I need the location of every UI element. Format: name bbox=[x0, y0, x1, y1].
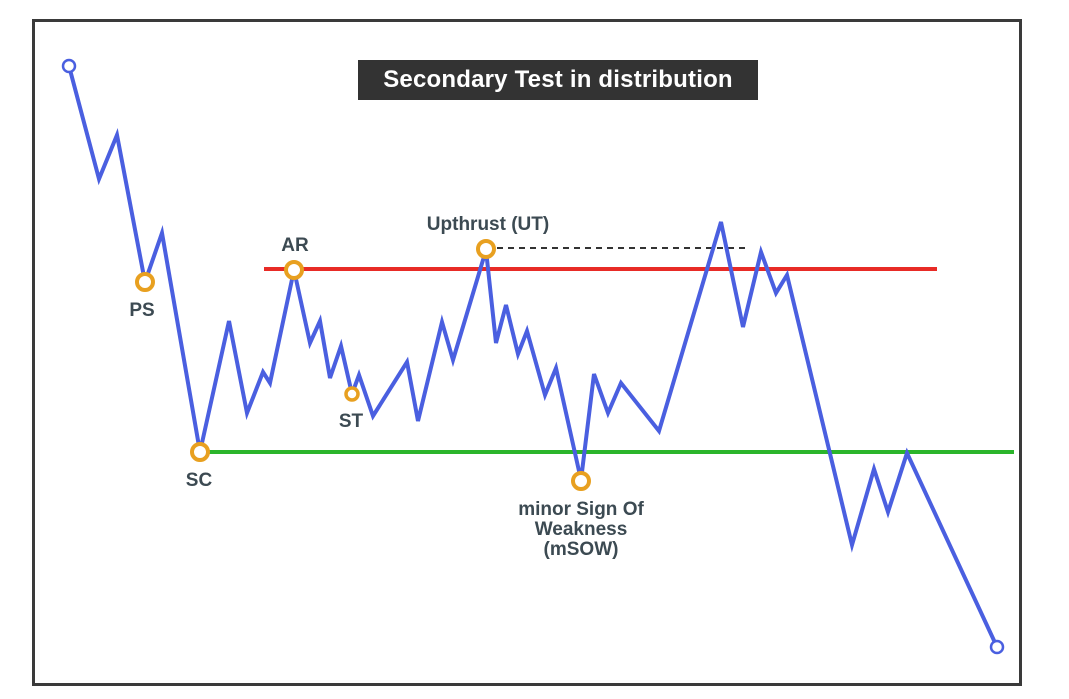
ut-label: Upthrust (UT) bbox=[426, 214, 550, 235]
diagram-frame bbox=[32, 19, 1022, 686]
st-marker bbox=[344, 386, 360, 402]
diagram-title: Secondary Test in distribution bbox=[358, 60, 758, 100]
end-point-marker bbox=[989, 639, 1005, 655]
ps-marker bbox=[135, 272, 155, 292]
start-point-marker bbox=[61, 58, 77, 74]
ps-label: PS bbox=[129, 300, 155, 321]
sc-marker bbox=[190, 442, 210, 462]
msow-label: minor Sign Of Weakness (mSOW) bbox=[518, 499, 644, 560]
sc-label: SC bbox=[185, 470, 213, 491]
st-label: ST bbox=[338, 411, 364, 432]
price-path bbox=[67, 64, 999, 649]
ar-label: AR bbox=[281, 235, 309, 256]
ar-marker bbox=[284, 260, 304, 280]
ut-marker bbox=[476, 239, 496, 259]
msow-marker bbox=[571, 471, 591, 491]
